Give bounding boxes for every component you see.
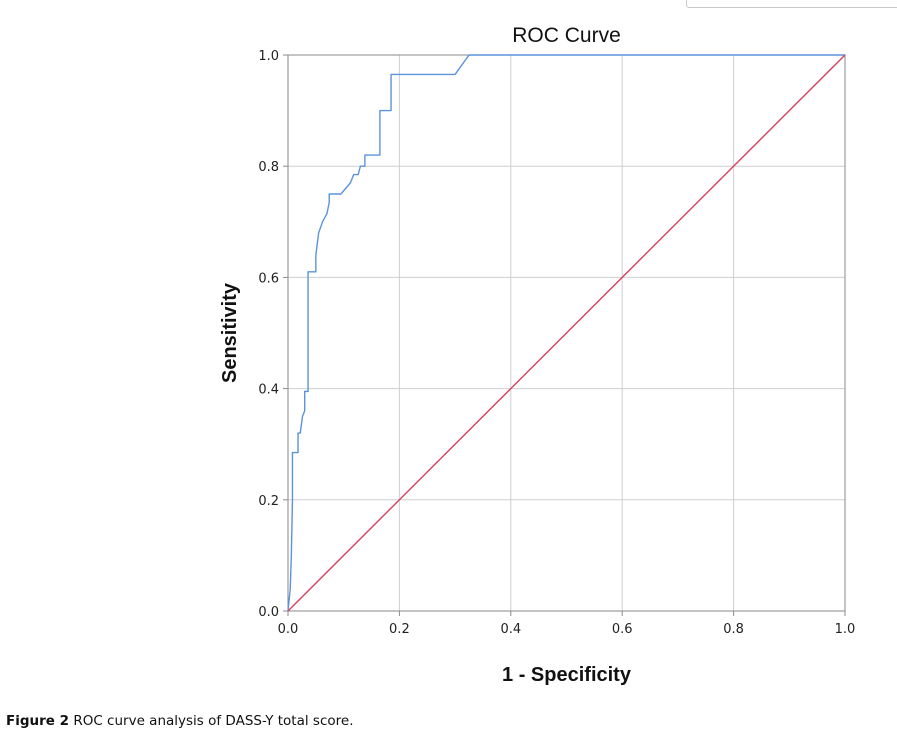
y-tick-label: 0.2 <box>258 494 279 509</box>
roc-chart: ROC Curve 0.00.20.40.60.81.0 0.0 0.2 0.4 0.… <box>219 24 856 686</box>
roc-curve-line <box>287 54 845 612</box>
x-axis-label: 1 - Specificity <box>502 664 632 686</box>
x-tick-label: 0.8 <box>723 622 744 637</box>
y-axis-label: Sensitivity <box>219 282 241 383</box>
y-tick-label: 0.0 <box>258 605 279 620</box>
series-layer <box>287 54 846 612</box>
x-tick-label: 0.0 <box>278 622 299 637</box>
caption-label: Figure 2 <box>6 713 70 729</box>
y-axis-ticks: 0.0 0.2 0.4 0.6 0.8 1.0 <box>258 49 288 620</box>
y-tick-label: 0.8 <box>258 160 279 175</box>
caption-text: ROC curve analysis of DASS-Y total score… <box>73 713 354 729</box>
x-tick-label: 0.4 <box>500 622 521 637</box>
x-tick-label: 1.0 <box>835 622 856 637</box>
x-tick-label: 0.6 <box>612 622 633 637</box>
corner-panel-edge <box>686 0 897 8</box>
y-tick-label: 0.4 <box>258 383 279 398</box>
y-tick-label: 0.6 <box>258 271 279 286</box>
chart-title: ROC Curve <box>512 24 621 47</box>
x-axis-ticks: 0.0 0.2 0.4 0.6 0.8 1.0 <box>278 611 856 637</box>
reference-diagonal-line <box>287 54 846 612</box>
y-tick-label: 1.0 <box>258 49 279 64</box>
figure-caption: Figure 2 ROC curve analysis of DASS-Y to… <box>6 713 354 729</box>
grid <box>288 55 845 611</box>
x-tick-label: 0.2 <box>389 622 410 637</box>
